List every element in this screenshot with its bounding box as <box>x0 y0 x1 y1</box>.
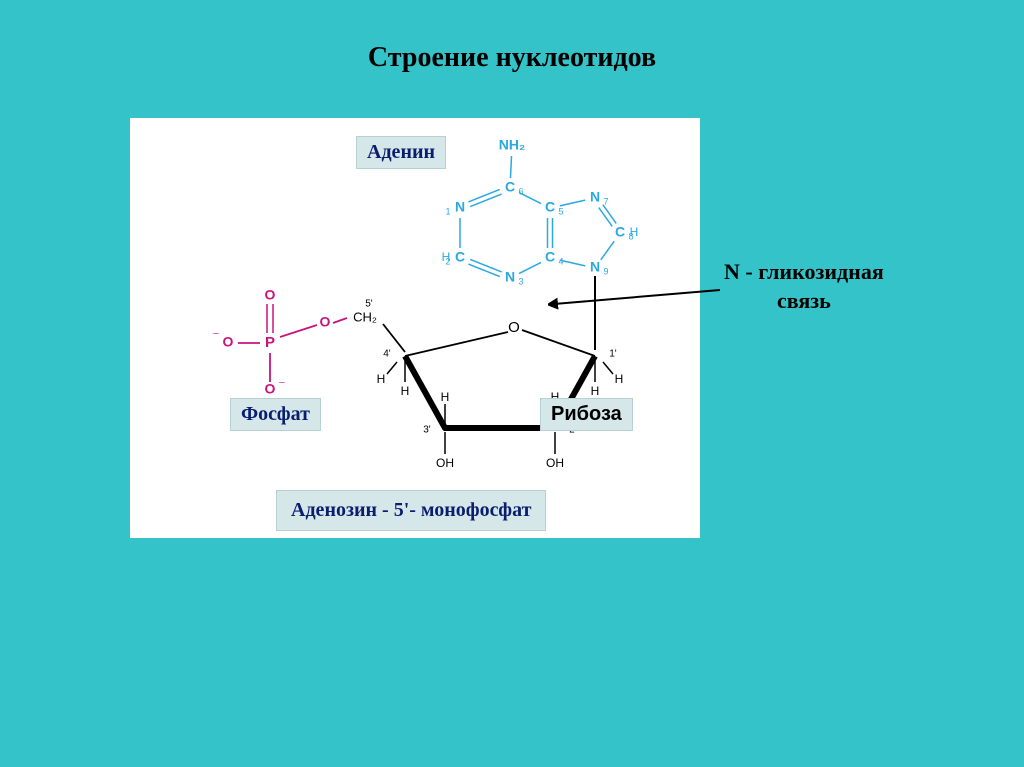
svg-text:CH₂: CH₂ <box>353 309 377 324</box>
glycosidic-annotation: N - гликозидная связь <box>724 258 884 315</box>
ribose-label: Рибоза <box>540 398 633 431</box>
adenine-label: Аденин <box>356 136 446 169</box>
amp-label: Аденозин - 5'- монофосфат <box>276 490 546 531</box>
svg-text:⁻: ⁻ <box>278 377 285 393</box>
svg-text:N: N <box>590 189 600 205</box>
glycosidic-annotation-line1: N - гликозидная <box>724 259 884 284</box>
svg-text:H: H <box>630 225 639 239</box>
svg-text:3: 3 <box>518 276 523 286</box>
svg-text:6: 6 <box>518 186 523 196</box>
svg-text:C: C <box>455 249 465 265</box>
diagram-box: NH₂C6N1C2HN3C4C5N7C8HN9OH1'HOH2'HOH3'H4'… <box>130 118 700 538</box>
svg-text:4': 4' <box>383 349 391 360</box>
svg-text:1': 1' <box>609 349 617 360</box>
svg-text:N: N <box>505 269 515 285</box>
glycosidic-annotation-line2: связь <box>724 287 884 316</box>
svg-text:H: H <box>615 372 624 386</box>
svg-text:7: 7 <box>603 196 608 206</box>
svg-text:H: H <box>441 390 450 404</box>
page-title: Строение нуклеотидов <box>0 42 1024 74</box>
svg-text:1: 1 <box>445 206 450 216</box>
svg-text:N: N <box>455 199 465 215</box>
svg-text:OH: OH <box>436 456 454 470</box>
svg-text:C: C <box>545 199 555 215</box>
svg-text:H: H <box>377 372 386 386</box>
svg-text:H: H <box>591 384 600 398</box>
glycosidic-arrow <box>548 270 724 310</box>
svg-text:H: H <box>401 384 410 398</box>
svg-text:P: P <box>265 334 275 351</box>
svg-text:O: O <box>223 334 234 350</box>
svg-text:5': 5' <box>365 299 373 310</box>
svg-text:O: O <box>265 287 276 303</box>
svg-text:5: 5 <box>558 206 563 216</box>
svg-text:⁻: ⁻ <box>212 328 219 344</box>
svg-text:C: C <box>545 249 555 265</box>
svg-text:C: C <box>615 224 625 240</box>
svg-text:O: O <box>320 314 331 330</box>
svg-text:NH₂: NH₂ <box>499 137 525 153</box>
svg-text:O: O <box>265 381 276 397</box>
svg-text:OH: OH <box>546 456 564 470</box>
phosphate-label: Фосфат <box>230 398 321 431</box>
svg-text:3': 3' <box>423 425 431 436</box>
chemical-structure: NH₂C6N1C2HN3C4C5N7C8HN9OH1'HOH2'HOH3'H4'… <box>130 118 700 538</box>
svg-text:H: H <box>442 250 451 264</box>
svg-text:4: 4 <box>558 256 563 266</box>
svg-text:C: C <box>505 179 515 195</box>
svg-text:O: O <box>508 319 520 336</box>
